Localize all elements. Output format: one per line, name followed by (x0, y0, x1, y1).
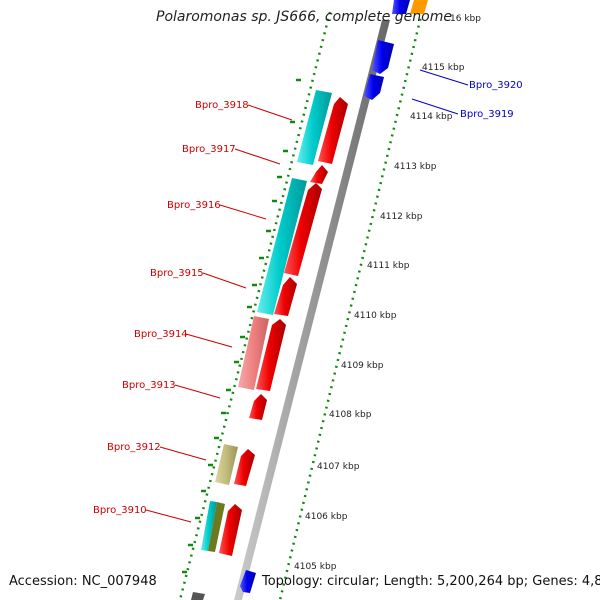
kbp-label: 4111 kbp (367, 261, 410, 271)
cds-bpro-3916-box[interactable] (257, 178, 307, 315)
gene-bpro-3916-arrow[interactable] (284, 183, 322, 276)
cds-bottom-gray-box[interactable] (191, 592, 205, 600)
label-leader-lines (145, 69, 469, 523)
gene-label-bpro-3920[interactable]: Bpro_3920 (469, 80, 523, 91)
gene-top-orange-arrow[interactable] (410, 0, 428, 14)
gene-bpro-3917-arrow[interactable] (310, 165, 328, 184)
gene-label-bpro-3919[interactable]: Bpro_3919 (460, 109, 514, 120)
kbp-label: 4113 kbp (394, 162, 437, 172)
kbp-label: 16 kbp (450, 14, 481, 24)
gene-bpro-3912-arrow[interactable] (234, 449, 255, 486)
kbp-label: 4107 kbp (317, 462, 360, 472)
kbp-label: 4110 kbp (354, 311, 397, 321)
cds-bpro-3914-box[interactable] (238, 316, 269, 390)
accession-text: Accession: NC_007948 (9, 574, 157, 589)
gene-bpro-3919-arrow[interactable] (364, 74, 384, 100)
kbp-label: 4112 kbp (380, 212, 423, 222)
kbp-label: 4109 kbp (341, 361, 384, 371)
inner-tick-track (178, 11, 332, 600)
kbp-label: 4106 kbp (305, 512, 348, 522)
gene-bpro-3914-arrow[interactable] (256, 319, 286, 391)
gene-label-bpro-3912[interactable]: Bpro_3912 (107, 442, 161, 453)
gene-bpro-3920-arrow[interactable] (372, 40, 394, 74)
cds-bpro-3918-box[interactable] (297, 90, 332, 165)
genome-backbone (234, 20, 390, 600)
gene-bpro-3913-arrow[interactable] (249, 394, 267, 420)
gene-bpro-3915-arrow[interactable] (274, 277, 297, 316)
gene-label-bpro-3914[interactable]: Bpro_3914 (134, 329, 188, 340)
topology-text: Topology: circular; Length: 5,200,264 bp… (262, 574, 600, 589)
cds-bpro-3912-box[interactable] (215, 444, 238, 485)
inner-ticks (182, 78, 301, 574)
outer-tick-track (278, 11, 424, 600)
gene-label-bpro-3918[interactable]: Bpro_3918 (195, 100, 249, 111)
kbp-label: 4114 kbp (410, 112, 453, 122)
gene-top-blue-arrow[interactable] (392, 0, 410, 14)
gene-label-bpro-3916[interactable]: Bpro_3916 (167, 200, 221, 211)
gene-label-bpro-3913[interactable]: Bpro_3913 (122, 380, 176, 391)
gene-label-bpro-3917[interactable]: Bpro_3917 (182, 144, 236, 155)
cds-bpro-3910-cyan-box[interactable] (201, 501, 217, 551)
gene-bpro-3910-arrow[interactable] (219, 504, 242, 556)
gene-label-bpro-3910[interactable]: Bpro_3910 (93, 505, 147, 516)
kbp-label: 4105 kbp (294, 562, 337, 572)
gene-bpro-3918-arrow[interactable] (318, 97, 348, 164)
kbp-label: 4108 kbp (329, 410, 372, 420)
kbp-label: 4115 kbp (422, 63, 465, 73)
gene-label-bpro-3915[interactable]: Bpro_3915 (150, 268, 204, 279)
gene-bottom-blue-arrow[interactable] (240, 570, 256, 593)
cds-bpro-3910-olive-box[interactable] (208, 502, 225, 552)
map-title: Polaromonas sp. JS666, complete genome (156, 9, 452, 25)
